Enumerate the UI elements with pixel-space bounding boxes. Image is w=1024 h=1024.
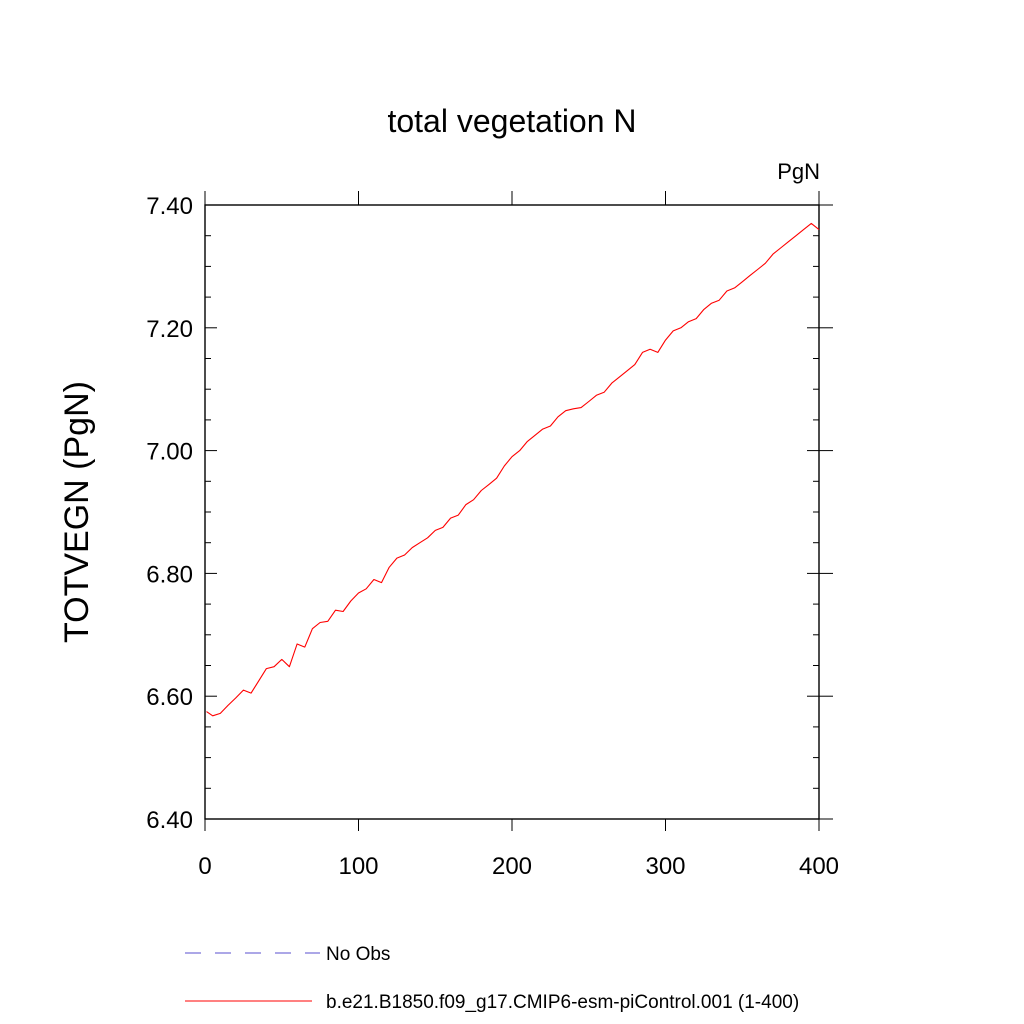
y-tick-label: 7.40 xyxy=(146,193,193,220)
y-tick-label: 6.60 xyxy=(146,684,193,711)
legend: No Obs b.e21.B1850.f09_g17.CMIP6-esm-piC… xyxy=(185,944,799,1013)
y-tick-label: 6.40 xyxy=(146,807,193,834)
y-tick-label: 6.80 xyxy=(146,561,193,588)
chart-title: total vegetation N xyxy=(387,103,636,139)
x-axis-ticks: 0 100 200 300 400 xyxy=(198,191,839,880)
series-line-model-run xyxy=(206,222,820,717)
x-tick-label: 100 xyxy=(338,853,378,880)
units-label: PgN xyxy=(777,159,820,184)
y-tick-label: 7.20 xyxy=(146,316,193,343)
y-axis-label: TOTVEGN (PgN) xyxy=(58,381,96,643)
series-layer xyxy=(206,222,820,717)
plot-frame xyxy=(204,204,820,820)
y-axis-ticks: 6.40 6.60 6.80 7.00 7.20 7.40 xyxy=(146,193,833,834)
y-tick-label: 7.00 xyxy=(146,439,193,466)
x-tick-label: 200 xyxy=(492,853,532,880)
legend-label-no-obs: No Obs xyxy=(326,944,390,965)
legend-label-model-run: b.e21.B1850.f09_g17.CMIP6-esm-piControl.… xyxy=(326,992,799,1013)
x-tick-label: 0 xyxy=(198,853,211,880)
x-tick-label: 300 xyxy=(645,853,685,880)
x-tick-label: 400 xyxy=(799,853,839,880)
